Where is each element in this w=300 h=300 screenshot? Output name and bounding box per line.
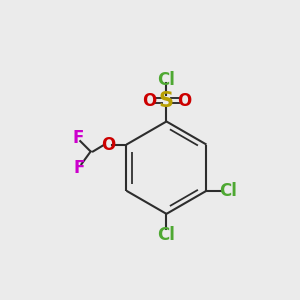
Text: F: F (74, 159, 85, 177)
Text: O: O (177, 92, 191, 110)
Text: S: S (159, 91, 174, 111)
Text: O: O (101, 136, 115, 154)
Text: O: O (142, 92, 156, 110)
Text: Cl: Cl (220, 182, 237, 200)
Text: Cl: Cl (158, 226, 175, 244)
Text: F: F (72, 129, 84, 147)
Text: Cl: Cl (158, 71, 175, 89)
